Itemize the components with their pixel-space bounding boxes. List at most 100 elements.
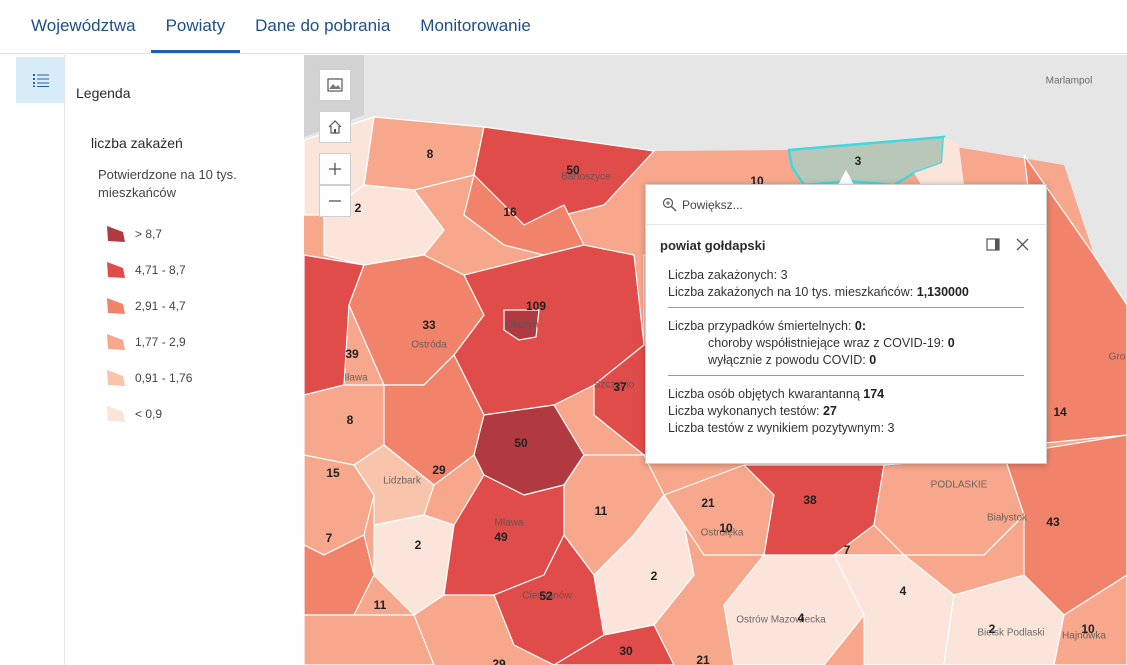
label: Liczba zakażonych na 10 tys. mieszkańców… [668, 285, 914, 299]
district-count-label: 2 [650, 569, 658, 583]
legend-layer-title: liczba zakażeń [91, 135, 183, 151]
district-count-label: 29 [492, 657, 506, 665]
label: Liczba osób objętych kwarantanną [668, 387, 860, 401]
feature-popup: Powiększ... powiat gołdapski Liczba zaka… [645, 184, 1047, 464]
popup-line-comorb: choroby współistniejące wraz z COVID-19:… [668, 335, 1028, 352]
legend-field-title: Potwierdzone na 10 tys. mieszkańców [98, 167, 237, 200]
legend-class-label: 2,91 - 4,7 [135, 299, 186, 313]
district-count-label: 30 [619, 644, 633, 658]
district-count-label: 4 [797, 611, 805, 625]
district-count-label: 4 [899, 584, 907, 598]
district-count-label: 43 [1046, 515, 1060, 529]
legend-class-label: 4,71 - 8,7 [135, 263, 186, 277]
zoom-out-button[interactable] [319, 185, 351, 217]
label: Liczba przypadków śmiertelnych: [668, 319, 852, 333]
legend-class-item: > 8,7 [105, 216, 192, 252]
district-count-label: 8 [346, 413, 354, 427]
zoom-to-label: Powiększ... [682, 197, 743, 212]
place-label: Gro [1108, 351, 1126, 363]
district-count-label: 3 [854, 154, 862, 168]
district-count-label: 11 [594, 504, 608, 518]
district-count-label: 11 [373, 598, 387, 612]
value: 0 [869, 353, 877, 367]
basemap-gallery-icon [327, 78, 343, 92]
place-label: Bartoszyce [561, 171, 611, 183]
legend-class-item: < 0,9 [105, 396, 192, 432]
legend-swatch [107, 334, 125, 350]
value: 3 [780, 268, 788, 282]
place-label: Iława [344, 372, 368, 384]
label: Liczba testów z wynikiem pozytywnym: [668, 421, 885, 435]
district-count-label: 15 [326, 466, 340, 480]
district-count-label: 49 [494, 530, 508, 544]
district-count-label: 7 [843, 543, 851, 557]
tab-wojewodztwa[interactable]: Województwa [31, 16, 136, 35]
popup-line-tests: Liczba wykonanych testów: 27 [668, 403, 1028, 420]
district-count-label: 2 [988, 622, 996, 636]
legend-class-item: 0,91 - 1,76 [105, 360, 192, 396]
legend-class-list: > 8,7 4,71 - 8,7 2,91 - 4,7 1,77 - 2,9 0,91 … [105, 216, 192, 432]
place-label: Ciechanów [522, 590, 572, 602]
district-count-label: 109 [525, 299, 547, 313]
place-label: Ostrołęka [700, 527, 744, 539]
district-count-label: 2 [414, 538, 422, 552]
district-count-label: 8 [426, 147, 434, 161]
legend-class-label: 0,91 - 1,76 [135, 371, 193, 385]
place-label: Hajnówka [1062, 630, 1106, 642]
legend-class-item: 1,77 - 2,9 [105, 324, 192, 360]
dock-button[interactable] [986, 238, 1000, 256]
tab-bar: Województwa Powiaty Dane do pobrania Mon… [0, 0, 1127, 54]
popup-line-deaths: Liczba przypadków śmiertelnych: 0: [668, 318, 1028, 335]
legend-class-label: < 0,9 [135, 407, 163, 421]
legend-swatch [107, 370, 125, 386]
value: 0: [854, 319, 867, 333]
left-rail [0, 55, 65, 665]
zoom-in-button[interactable] [319, 153, 351, 185]
tab-dane-do-pobrania[interactable]: Dane do pobrania [255, 16, 391, 35]
place-label: Ostrów Mazowiecka [736, 614, 826, 626]
district-count-label: 7 [325, 531, 333, 545]
popup-pointer [838, 170, 854, 185]
district-count-label: 21 [696, 653, 710, 665]
legend-swatch [107, 226, 125, 242]
legend-list-icon [32, 74, 49, 87]
district-count-label: 16 [503, 205, 517, 219]
place-label: PODLASKIE [930, 479, 988, 491]
value: 1,130000 [916, 285, 969, 299]
tab-monitorowanie[interactable]: Monitorowanie [420, 16, 531, 35]
district-count-label: 33 [422, 318, 436, 332]
legend-swatch [107, 406, 125, 422]
district-count-label: 38 [803, 493, 817, 507]
legend-toggle-button[interactable] [16, 57, 65, 103]
district-count-label: 14 [1053, 405, 1067, 419]
district-count-label: 50 [514, 436, 528, 450]
place-label: Białystok [986, 512, 1028, 524]
district-count-label: 50 [566, 163, 580, 177]
basemap-gallery-button[interactable] [319, 69, 351, 101]
place-label: Ostróda [411, 339, 447, 351]
value: 0 [947, 336, 955, 350]
label: Liczba wykonanych testów: [668, 404, 820, 418]
district-count-label: 29 [432, 463, 446, 477]
place-label: Mława [494, 517, 524, 529]
place-label: Szczytno [593, 379, 635, 391]
close-button[interactable] [1016, 238, 1029, 256]
legend-swatch [107, 298, 125, 314]
place-label: Bielsk Podlaski [977, 627, 1045, 639]
value: 174 [863, 387, 885, 401]
popup-line-cases-10k: Liczba zakażonych na 10 tys. mieszkańców… [668, 284, 1028, 301]
district-count-label: 10 [719, 521, 733, 535]
divider [668, 375, 1024, 376]
district-count-label: 39 [345, 347, 359, 361]
tab-powiaty[interactable]: Powiaty [150, 0, 241, 53]
zoom-to-action[interactable]: Powiększ... [646, 185, 1046, 225]
label: choroby współistniejące wraz z COVID-19: [708, 336, 945, 350]
district-count-label: 10 [1081, 622, 1095, 636]
legend-title: Legenda [76, 85, 131, 101]
legend-class-label: 1,77 - 2,9 [135, 335, 186, 349]
legend-class-label: > 8,7 [135, 227, 163, 241]
home-button[interactable] [319, 111, 351, 143]
legend-class-item: 2,91 - 4,7 [105, 288, 192, 324]
legend-class-item: 4,71 - 8,7 [105, 252, 192, 288]
value: 3 [887, 421, 895, 435]
